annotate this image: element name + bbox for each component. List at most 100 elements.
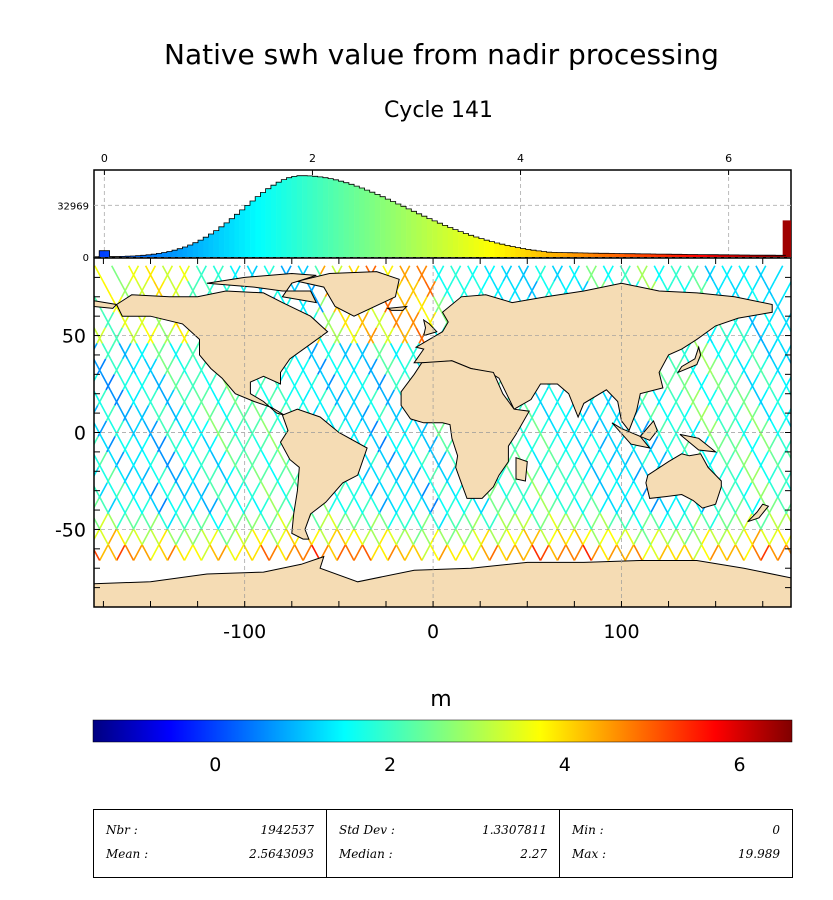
satellite-track	[492, 280, 502, 298]
satellite-track	[472, 498, 483, 515]
satellite-track	[575, 436, 585, 453]
satellite-track	[152, 342, 163, 360]
satellite-track	[201, 529, 211, 546]
histogram-bar	[328, 178, 334, 257]
satellite-track	[632, 498, 643, 515]
satellite-track	[9, 359, 17, 375]
histogram-bar	[671, 254, 677, 257]
satellite-track	[197, 265, 207, 282]
satellite-track	[395, 498, 405, 515]
satellite-track	[77, 359, 85, 375]
histogram-bar	[728, 254, 735, 257]
satellite-track	[118, 342, 129, 360]
satellite-track	[41, 483, 49, 499]
satellite-track	[31, 452, 39, 468]
satellite-track	[269, 498, 279, 515]
satellite-track	[632, 529, 643, 546]
satellite-track	[793, 421, 801, 437]
satellite-track	[812, 498, 820, 514]
satellite-track	[51, 343, 59, 359]
histogram-bar	[166, 251, 173, 257]
histogram-bar	[374, 194, 381, 257]
satellite-track	[225, 498, 236, 515]
satellite-track	[346, 389, 357, 406]
satellite-track	[22, 467, 30, 483]
satellite-track	[48, 483, 56, 499]
satellite-track	[393, 342, 403, 360]
satellite-track	[121, 280, 131, 298]
satellite-track	[676, 498, 686, 515]
histogram-bar	[348, 184, 355, 257]
satellite-track	[300, 389, 311, 406]
satellite-track	[98, 544, 109, 561]
satellite-track	[756, 265, 767, 282]
satellite-track	[99, 529, 110, 546]
satellite-track	[692, 544, 703, 561]
satellite-track	[164, 327, 174, 344]
histogram-bar	[629, 253, 636, 257]
satellite-track	[592, 436, 602, 453]
map-x-tick-label: -100	[223, 621, 266, 643]
satellite-track	[590, 513, 600, 530]
satellite-track	[759, 482, 770, 499]
satellite-track	[643, 404, 654, 422]
histogram-bar	[504, 245, 511, 257]
satellite-track	[447, 513, 457, 530]
satellite-track	[378, 498, 388, 515]
satellite-track	[652, 389, 662, 406]
histogram-bar	[276, 182, 282, 257]
satellite-track	[59, 390, 67, 406]
satellite-track	[311, 513, 322, 530]
satellite-track	[793, 359, 801, 375]
satellite-track	[347, 327, 358, 344]
satellite-track	[616, 482, 627, 499]
satellite-track	[66, 545, 74, 561]
satellite-track	[778, 404, 789, 422]
satellite-track	[690, 389, 701, 406]
histogram-bar	[775, 255, 781, 257]
histogram-bar	[603, 253, 610, 257]
satellite-track	[78, 266, 86, 282]
satellite-track	[528, 280, 538, 298]
satellite-track	[116, 498, 127, 515]
satellite-track	[31, 483, 39, 499]
satellite-track	[286, 467, 297, 484]
satellite-track	[342, 342, 353, 360]
land-mass	[747, 503, 770, 523]
land-mass	[515, 456, 528, 482]
satellite-track	[795, 529, 803, 545]
satellite-track	[50, 498, 58, 514]
satellite-track	[675, 544, 686, 561]
satellite-track	[153, 280, 163, 298]
satellite-track	[777, 544, 787, 561]
satellite-track	[549, 482, 559, 499]
satellite-track	[114, 389, 124, 406]
land-mass	[413, 282, 773, 432]
satellite-track	[523, 529, 533, 546]
satellite-track	[604, 265, 614, 282]
histogram-bar	[697, 254, 703, 257]
satellite-track	[127, 265, 138, 282]
satellite-track	[581, 529, 592, 546]
satellite-track	[566, 482, 576, 499]
satellite-track	[353, 544, 363, 561]
satellite-track	[337, 498, 347, 515]
satellite-track	[769, 513, 779, 530]
satellite-track	[226, 544, 236, 561]
satellite-track	[819, 436, 827, 452]
satellite-track	[253, 436, 263, 453]
satellite-track	[209, 513, 220, 530]
satellite-track	[367, 327, 378, 344]
satellite-track	[707, 358, 717, 375]
satellite-track	[808, 266, 816, 282]
satellite-track	[94, 358, 103, 375]
satellite-track	[268, 544, 279, 561]
satellite-track	[94, 516, 101, 530]
land-mass	[422, 318, 438, 337]
satellite-track	[677, 373, 688, 391]
histogram-bar	[338, 181, 344, 257]
histogram-bar	[468, 235, 475, 257]
satellite-track	[660, 373, 671, 391]
satellite-track	[405, 436, 416, 453]
histogram-bar	[390, 201, 396, 257]
